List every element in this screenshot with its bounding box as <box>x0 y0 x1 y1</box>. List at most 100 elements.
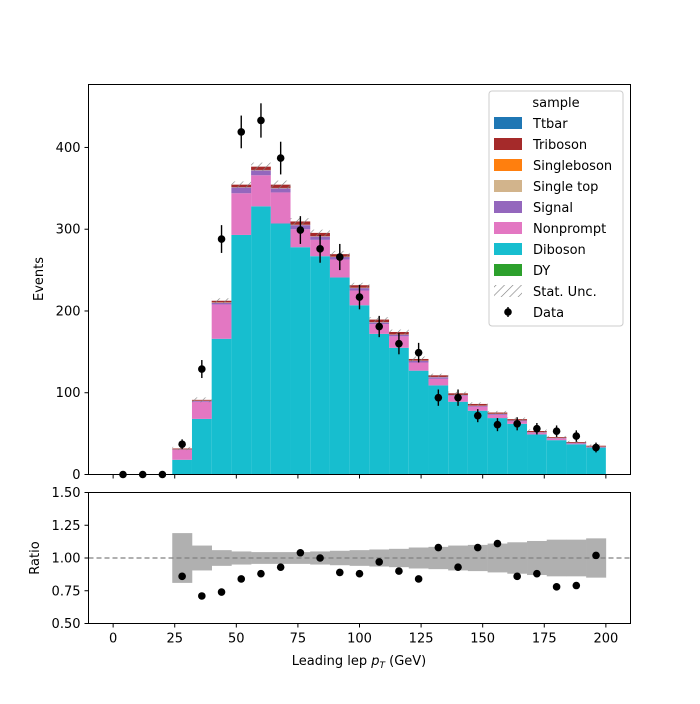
ratio-band-11 <box>389 549 409 567</box>
stat-unc-16 <box>428 374 448 377</box>
ratio-point-3 <box>237 575 245 583</box>
stat-unc-5 <box>212 298 232 303</box>
ratio-point-20 <box>573 582 581 590</box>
data-point-9 <box>297 226 305 234</box>
ratio-point-2 <box>218 588 226 596</box>
stat-unc-18 <box>468 402 488 405</box>
legend-label-signal: Signal <box>533 201 573 216</box>
data-point-13 <box>375 323 383 331</box>
legend-marker-single-top <box>494 180 522 192</box>
main-y-axis-label: Events <box>32 257 47 301</box>
bar-nonprompt-19 <box>488 415 508 418</box>
ratio-y-tick-label-1: 0.75 <box>52 584 81 599</box>
bar-nonprompt-5 <box>212 304 232 338</box>
bar-diboson-4 <box>192 419 212 475</box>
ratio-y-tick-label-4: 1.50 <box>52 486 81 501</box>
main-y-tick-label-0: 0 <box>72 468 80 483</box>
ratio-point-18 <box>533 570 541 578</box>
bar-signal-7 <box>251 170 271 175</box>
bar-signal-18 <box>468 406 488 407</box>
ratio-x-tick-label-6: 150 <box>470 632 495 647</box>
bar-nonprompt-23 <box>566 443 586 444</box>
bar-nonprompt-4 <box>192 402 212 419</box>
ratio-point-4 <box>257 570 265 578</box>
ratio-y-tick-label-3: 1.25 <box>52 519 81 534</box>
ratio-point-8 <box>336 569 344 577</box>
ratio-point-5 <box>277 563 285 571</box>
data-point-11 <box>336 253 344 261</box>
bar-diboson-9 <box>291 247 311 474</box>
bar-diboson-12 <box>350 305 370 474</box>
ratio-point-19 <box>553 583 561 591</box>
data-point-8 <box>277 154 285 162</box>
stat-unc-4 <box>192 397 212 402</box>
data-point-4 <box>198 365 206 373</box>
ratio-point-10 <box>375 558 383 566</box>
ratio-y-tick-label-0: 0.50 <box>52 617 81 632</box>
data-point-17 <box>454 394 462 402</box>
bar-diboson-23 <box>566 444 586 474</box>
ratio-point-7 <box>316 554 324 562</box>
ratio-x-tick-label-8: 200 <box>593 632 618 647</box>
legend-marker-signal <box>494 201 522 213</box>
ratio-y-tick-label-2: 1.00 <box>52 552 81 567</box>
main-y-tick-label-4: 400 <box>56 141 81 156</box>
data-point-10 <box>316 245 324 253</box>
data-point-16 <box>435 394 443 402</box>
stat-unc-19 <box>488 411 508 414</box>
ratio-point-9 <box>356 570 364 578</box>
main-x-ticks <box>113 475 606 479</box>
legend-marker-singleboson <box>494 159 522 171</box>
legend-label-singleboson: Singleboson <box>533 159 612 174</box>
data-point-5 <box>218 235 226 243</box>
ratio-point-16 <box>494 540 502 548</box>
data-point-22 <box>553 427 561 435</box>
bar-nonprompt-7 <box>251 175 271 206</box>
main-y-tick-label-1: 100 <box>56 386 81 401</box>
bar-diboson-7 <box>251 206 271 474</box>
ratio-point-6 <box>297 549 305 557</box>
ratio-point-21 <box>592 552 600 560</box>
legend-label-ttbar: Ttbar <box>532 117 568 132</box>
stat-unc-7 <box>251 163 271 171</box>
ratio-point-14 <box>454 563 462 571</box>
data-point-21 <box>533 425 541 433</box>
bar-diboson-21 <box>527 434 547 474</box>
data-point-3 <box>178 440 186 448</box>
bar-nonprompt-22 <box>547 439 567 441</box>
data-point-6 <box>237 128 245 136</box>
data-point-19 <box>494 421 502 429</box>
ratio-point-15 <box>474 544 482 552</box>
bar-nonprompt-16 <box>428 379 448 386</box>
legend-label-triboson: Triboson <box>532 138 587 153</box>
bar-diboson-17 <box>448 402 468 475</box>
data-point-20 <box>513 420 521 428</box>
bar-signal-6 <box>231 188 251 194</box>
bar-nonprompt-3 <box>172 450 192 460</box>
main-y-tick-label-2: 200 <box>56 304 81 319</box>
legend-label-diboson: Diboson <box>533 243 586 258</box>
bar-diboson-6 <box>231 235 251 475</box>
legend-marker-triboson <box>494 138 522 150</box>
legend-marker-ttbar <box>494 117 522 129</box>
ratio-x-tick-label-1: 25 <box>166 632 183 647</box>
data-point-15 <box>415 349 423 357</box>
ratio-y-axis: 0.50 0.75 1.00 1.25 1.50 <box>52 486 89 632</box>
legend-label-nonprompt: Nonprompt <box>533 222 606 237</box>
data-point-12 <box>356 293 364 301</box>
legend-label-stat-unc-: Stat. Unc. <box>533 285 597 300</box>
bar-diboson-20 <box>507 424 527 475</box>
main-y-tick-label-3: 300 <box>56 223 81 238</box>
bar-diboson-13 <box>369 334 389 475</box>
legend-label-data: Data <box>533 306 564 321</box>
legend-label-dy: DY <box>533 264 550 279</box>
bar-diboson-8 <box>271 223 291 474</box>
ratio-x-tick-label-7: 175 <box>532 632 557 647</box>
legend-marker-diboson <box>494 243 522 255</box>
legend-marker-data <box>504 308 512 316</box>
main-y-axis: 0 100 200 300 400 <box>56 141 89 483</box>
ratio-point-1 <box>198 592 206 600</box>
bar-diboson-5 <box>212 339 232 475</box>
